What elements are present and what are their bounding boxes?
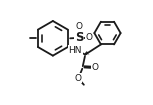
Text: HN: HN	[69, 46, 82, 55]
Text: O: O	[74, 74, 81, 83]
Text: S: S	[75, 31, 83, 44]
Text: O: O	[76, 22, 83, 32]
Text: ,,: ,,	[85, 50, 92, 56]
Text: O: O	[91, 63, 98, 72]
Text: O: O	[86, 33, 93, 42]
